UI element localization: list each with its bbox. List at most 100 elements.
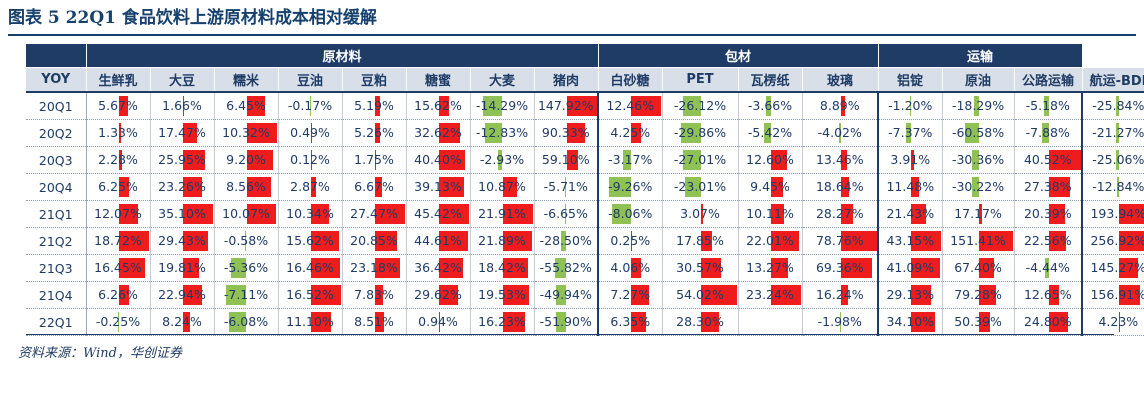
column-header-row: YOY 生鲜乳 大豆 糯米 豆油 豆粕 糖蜜 大麦 猪肉 白砂糖 PET 瓦楞纸 玻璃 铝锭 原油 公路运输… [26,67,1144,93]
data-cell: 43.15% [878,227,943,255]
cell-value: 35.10% [158,206,206,221]
data-cell: 8.51% [342,308,407,336]
cell-value: 13.27% [746,260,794,275]
cell-value: 8.24% [162,314,202,329]
data-cell: -30.22% [942,173,1015,201]
negative-bar [623,150,631,170]
cell-value: 0.49% [290,125,330,140]
cell-value: 4.23% [1098,314,1139,329]
cell-value: 41.09% [886,260,935,275]
positive-bar [374,285,384,305]
data-cell: 145.27% [1082,254,1144,282]
data-cell: 59.10% [534,146,600,174]
cell-value: 69.36% [815,260,864,275]
cell-value: -29.86% [673,125,727,140]
cell-value: -8.06% [608,206,653,221]
cell-value: -5.71% [543,179,588,194]
data-cell: -8.06% [598,200,663,228]
cell-value: 27.47% [350,206,398,221]
cell-value: -12.84% [1092,179,1144,194]
column-header: 原油 [942,67,1015,93]
positive-bar [1048,285,1059,305]
data-cell: 12.60% [738,146,803,174]
cell-value: 151.41% [950,233,1006,248]
negative-bar [680,123,701,143]
cell-value: -7.11% [223,287,269,302]
cell-value: 5.67% [98,98,138,113]
cell-value: 6.45% [226,98,266,113]
cell-value: 32.62% [414,125,462,140]
cell-value: -30.22% [951,179,1005,194]
data-cell: 147.92% [534,92,600,120]
positive-bar [911,150,914,170]
positive-bar [118,204,138,224]
cell-value: 12.65% [1023,287,1072,302]
negative-bar [971,177,979,197]
data-cell: 3.07% [662,200,739,228]
data-cell: 18.42% [470,254,535,282]
cell-value: -2.93% [479,152,525,167]
cell-value: 40.52% [1023,152,1072,167]
data-cell: -5.42% [738,119,803,147]
row-label: 20Q2 [26,119,87,147]
cell-value: -5.42% [747,125,793,140]
cell-value: -4.44% [1025,260,1070,275]
positive-bar [502,312,525,332]
table-row: 22Q1 -0.25% 8.24% -6.08% 11.10% 8.51% 0.94% 16.… [26,308,1144,336]
cell-value: 29.13% [886,287,935,302]
data-cell: 29.43% [150,227,215,255]
positive-bar [911,312,935,332]
data-cell: 10.32% [214,119,279,147]
data-cell: 18.72% [86,227,151,255]
positive-bar [118,231,149,251]
positive-bar [246,96,266,116]
data-cell: 39.13% [406,173,471,201]
positive-bar [911,231,942,251]
cell-value: -49.94% [539,287,592,302]
positive-bar [374,258,400,278]
cell-value: 20.85% [350,233,398,248]
cell-value: 2.87% [290,179,330,194]
positive-bar [631,312,647,332]
positive-bar [310,312,331,332]
data-cell: 0.49% [278,119,343,147]
negative-bar [117,312,119,332]
cell-value: -60.58% [951,125,1005,140]
column-header: 大麦 [470,67,535,93]
data-cell: 28.30% [662,308,739,336]
negative-bar [608,177,631,197]
column-header: 瓦楞纸 [738,67,803,93]
data-cell: 6.25% [86,173,151,201]
cell-value: 22.94% [158,287,206,302]
column-header: 航运-BDI [1082,67,1144,93]
cell-value: 9.20% [226,152,266,167]
data-cell: 0.12% [278,146,343,174]
cell-value: 6.67% [354,179,394,194]
data-cell: -30.36% [942,146,1015,174]
cell-value: 8.89% [819,98,860,113]
positive-bar [911,177,919,197]
data-cell: 17.85% [662,227,739,255]
data-cell: -4.02% [802,119,880,147]
positive-bar [182,204,213,224]
data-cell: 20.85% [342,227,407,255]
cell-value: -5.18% [1025,98,1070,113]
corner-cell [26,44,87,68]
cell-value: 10.32% [222,125,270,140]
negative-bar [974,96,979,116]
data-cell: 24.80% [1014,308,1084,336]
data-cell: 19.81% [150,254,215,282]
positive-bar [438,177,465,197]
positive-bar [631,285,649,305]
data-cell: 29.62% [406,281,471,309]
column-header: 猪肉 [534,67,599,93]
data-cell: -21.27% [1082,119,1144,147]
positive-bar [566,150,579,170]
data-cell: 21.43% [878,200,943,228]
cell-value: 25.95% [158,152,206,167]
data-cell: 16.23% [470,308,535,336]
row-label: 21Q1 [26,200,87,228]
positive-bar [246,123,277,143]
negative-bar [763,123,771,143]
negative-bar [1045,258,1049,278]
